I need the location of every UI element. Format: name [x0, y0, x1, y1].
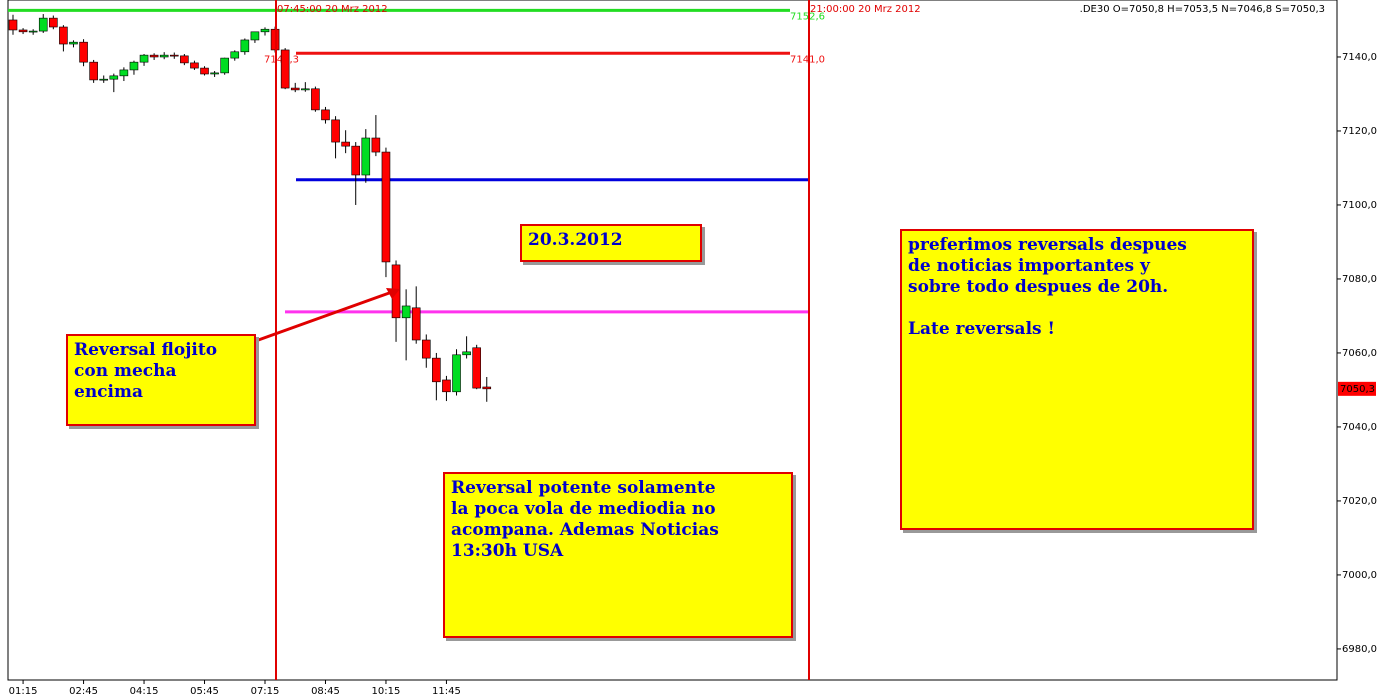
candle-body: [371, 137, 381, 153]
annotation-box: 20.3.2012: [520, 224, 702, 262]
y-tick-label: 7080,0: [1342, 274, 1377, 285]
candle-body: [411, 307, 421, 341]
candle-body: [311, 88, 320, 111]
x-tick-label: 04:15: [130, 686, 159, 697]
x-tick-label: 01:15: [9, 686, 38, 697]
annotation-line: Late reversals !: [908, 319, 1055, 339]
candle-body: [290, 87, 300, 91]
candle-body: [462, 351, 471, 356]
candle-body: [381, 151, 391, 263]
candle-body: [442, 379, 451, 393]
candle-body: [452, 354, 461, 393]
annotation-box: Reversal flojito con mecha encima: [66, 334, 256, 426]
candle-body: [159, 54, 169, 58]
price-tag-label: 7050,3: [1340, 384, 1375, 395]
x-tick-label: 02:45: [69, 686, 98, 697]
candle-body: [180, 55, 189, 64]
annotation-line: Reversal potente solamente: [451, 478, 716, 498]
y-tick-label: 6980,0: [1342, 644, 1377, 655]
candle-body: [331, 119, 340, 143]
candle-body: [89, 61, 98, 81]
vertical-marker-label: 07:45:00 20 Mrz 2012: [277, 4, 388, 15]
candle-body: [401, 305, 411, 319]
header-quote: .DE30 O=7050,8 H=7053,5 N=7046,8 S=7050,…: [1080, 4, 1325, 15]
annotation-line: preferimos reversals despues: [908, 235, 1187, 255]
x-tick-label: 08:45: [311, 686, 340, 697]
candle-body: [472, 347, 481, 389]
candle-body: [280, 49, 290, 89]
candle-body: [99, 78, 109, 81]
y-tick-label: 7020,0: [1342, 496, 1377, 507]
candle-body: [28, 30, 38, 33]
vertical-marker-label: 21:00:00 20 Mrz 2012: [810, 4, 921, 15]
annotation-line: 13:30h USA: [451, 541, 564, 561]
candle-body: [432, 357, 441, 383]
arrow: [249, 290, 393, 345]
candle-body: [169, 54, 179, 57]
x-tick-label: 07:15: [251, 686, 280, 697]
candle-body: [200, 67, 209, 75]
x-tick-label: 11:45: [432, 686, 461, 697]
candle-body: [240, 39, 250, 53]
y-tick-label: 7060,0: [1342, 348, 1377, 359]
candle-body: [482, 386, 492, 390]
candle-body: [260, 28, 270, 33]
annotation-line: la poca vola de mediodia no: [451, 499, 716, 519]
level-label: 7152,6: [790, 11, 825, 22]
y-tick-label: 7000,0: [1342, 570, 1377, 581]
candle-body: [301, 88, 310, 91]
annotation-line: con mecha: [74, 361, 177, 381]
annotation-line: sobre todo despues de 20h.: [908, 277, 1169, 297]
arrow-head: [386, 288, 400, 299]
candle-body: [190, 62, 199, 69]
annotation-line: de noticias importantes y: [908, 256, 1150, 276]
candle-body: [119, 69, 129, 77]
annotation-line: 20.3.2012: [528, 230, 623, 250]
annotation-line: [908, 298, 1246, 319]
candle-body: [220, 57, 229, 74]
price-tag: [1338, 381, 1376, 396]
candle-body: [129, 61, 139, 71]
candle-body: [49, 17, 58, 28]
candle-body: [321, 109, 330, 121]
candle-body: [210, 72, 219, 75]
annotation-line: Reversal flojito: [74, 340, 218, 360]
annotation-line: acompana. Ademas Noticias: [451, 520, 719, 540]
candle-body: [109, 75, 119, 80]
candle-body: [18, 29, 28, 33]
candle-body: [230, 51, 240, 59]
y-tick-label: 7120,0: [1342, 126, 1377, 137]
x-tick-label: 10:15: [372, 686, 401, 697]
level-label: 7141,0: [790, 54, 825, 65]
candle-body: [250, 31, 260, 41]
candle-body: [341, 141, 350, 147]
y-tick-label: 7100,0: [1342, 200, 1377, 211]
candle-body: [139, 54, 149, 63]
candle-body: [361, 137, 371, 176]
annotation-box: Reversal potente solamente la poca vola d…: [443, 472, 793, 638]
candle-body: [79, 41, 88, 63]
annotation-box: preferimos reversals despues de noticias …: [900, 229, 1254, 530]
y-tick-label: 7140,0: [1342, 52, 1377, 63]
annotation-line: encima: [74, 382, 143, 402]
x-tick-label: 05:45: [190, 686, 219, 697]
candle-body: [69, 41, 78, 45]
y-tick-label: 7040,0: [1342, 422, 1377, 433]
candle-body: [38, 17, 48, 32]
candle-body: [351, 145, 361, 176]
content: 6980,0 7000,0 7020,0 7040,0 7060,0 7080,0 7100…: [8, 8, 1377, 697]
candle-body: [421, 339, 431, 359]
candle-body: [59, 26, 68, 45]
candle-body: [149, 54, 159, 58]
candle-body: [8, 19, 18, 31]
